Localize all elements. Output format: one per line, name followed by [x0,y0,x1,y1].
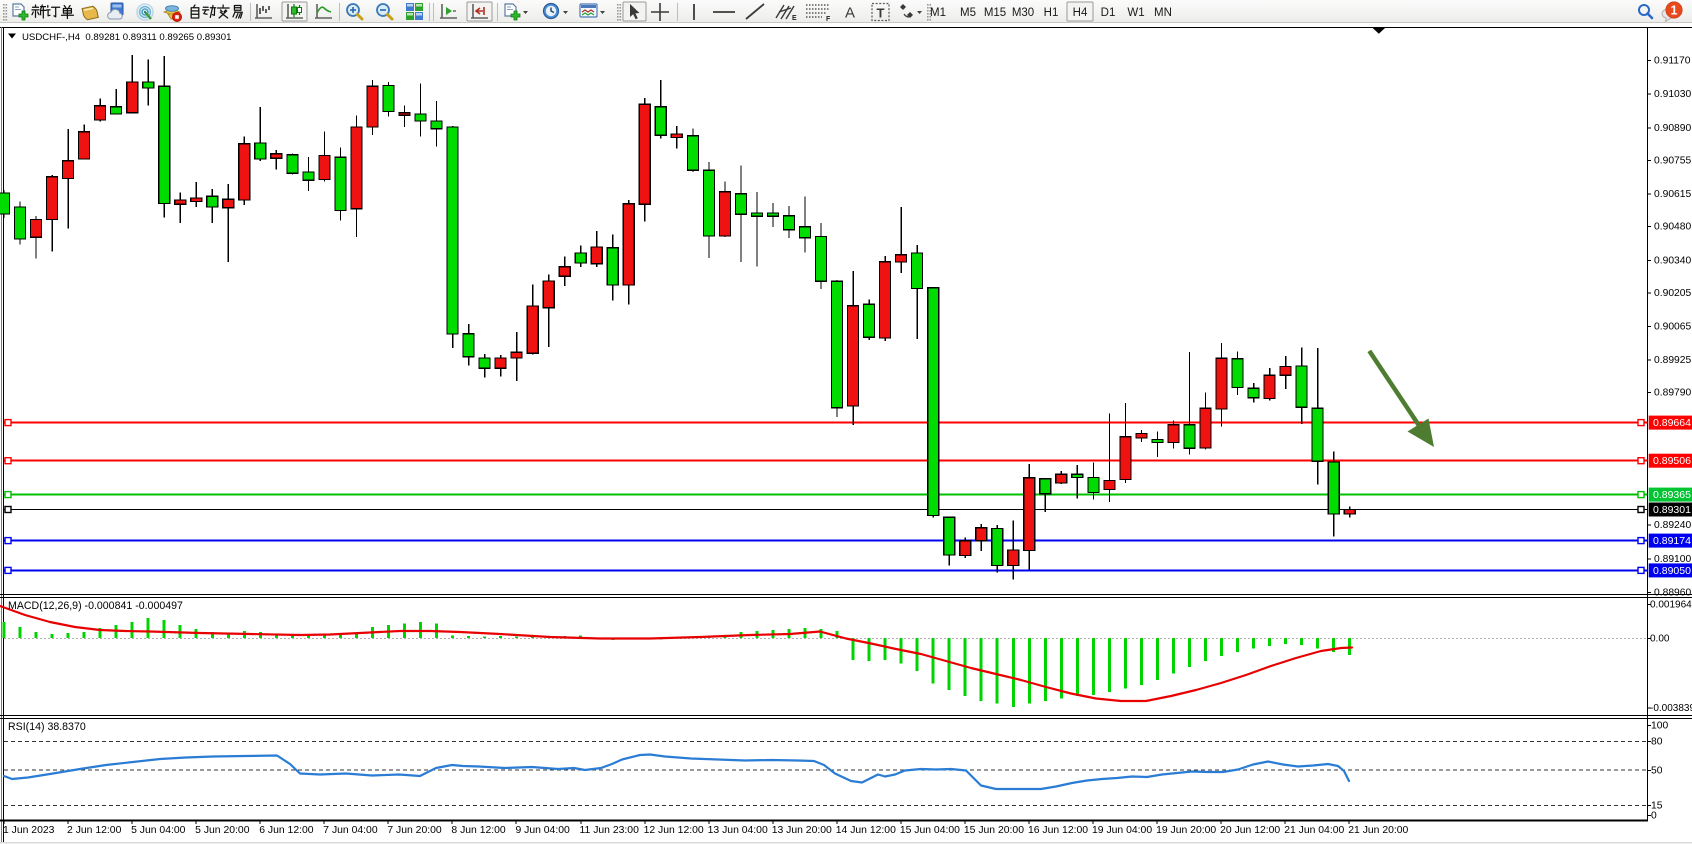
svg-text:14 Jun 12:00: 14 Jun 12:00 [836,825,896,836]
svg-text:0.89301: 0.89301 [1653,504,1691,516]
svg-text:16 Jun 12:00: 16 Jun 12:00 [1028,825,1088,836]
svg-text:F: F [826,16,831,23]
svg-text:A: A [845,5,855,22]
svg-text:-0.003839: -0.003839 [1650,703,1692,714]
svg-text:0.89506: 0.89506 [1653,455,1691,467]
svg-text:20 Jun 12:00: 20 Jun 12:00 [1220,825,1280,836]
svg-text:0.90755: 0.90755 [1654,155,1691,166]
svg-text:5 Jun 04:00: 5 Jun 04:00 [131,825,186,836]
svg-text:19 Jun 04:00: 19 Jun 04:00 [1092,825,1152,836]
svg-text:0.90065: 0.90065 [1654,322,1691,333]
svg-text:0: 0 [1651,810,1657,821]
svg-text:2 Jun 12:00: 2 Jun 12:00 [67,825,122,836]
svg-text:21 Jun 04:00: 21 Jun 04:00 [1284,825,1344,836]
svg-text:7 Jun 20:00: 7 Jun 20:00 [387,825,442,836]
svg-text:0.89664: 0.89664 [1653,417,1691,429]
svg-text:0.91170: 0.91170 [1654,56,1691,67]
svg-text:0.89240: 0.89240 [1654,520,1691,531]
svg-text:0.89925: 0.89925 [1654,355,1691,366]
svg-text:15 Jun 20:00: 15 Jun 20:00 [964,825,1024,836]
svg-text:15: 15 [1651,801,1663,812]
svg-text:0.89790: 0.89790 [1654,388,1691,399]
svg-text:6 Jun 12:00: 6 Jun 12:00 [259,825,314,836]
svg-text:0.90205: 0.90205 [1654,288,1691,299]
svg-text:M15: M15 [984,7,1006,19]
svg-text:0.89050: 0.89050 [1653,565,1691,577]
svg-text:D1: D1 [1101,7,1116,19]
svg-text:100: 100 [1651,721,1668,732]
svg-text:0.89174: 0.89174 [1653,535,1691,547]
svg-text:MACD(12,26,9) -0.000841 -0.000: MACD(12,26,9) -0.000841 -0.000497 [8,600,183,612]
svg-text:0.00: 0.00 [1650,634,1670,645]
svg-text:5 Jun 20:00: 5 Jun 20:00 [195,825,250,836]
svg-text:1: 1 [1671,4,1678,18]
svg-text:M30: M30 [1012,7,1034,19]
svg-text:21 Jun 20:00: 21 Jun 20:00 [1348,825,1408,836]
svg-text:E: E [792,15,797,22]
svg-text:M1: M1 [930,7,946,19]
svg-text:0.90340: 0.90340 [1654,255,1691,266]
svg-text:0.89100: 0.89100 [1654,554,1691,565]
svg-text:RSI(14) 38.8370: RSI(14) 38.8370 [8,721,86,733]
svg-text:H4: H4 [1073,7,1088,19]
svg-text:0.88960: 0.88960 [1654,588,1691,599]
svg-text:W1: W1 [1127,7,1144,19]
svg-text:9 Jun 04:00: 9 Jun 04:00 [515,825,570,836]
svg-text:11 Jun 23:00: 11 Jun 23:00 [580,825,640,836]
svg-text:H1: H1 [1044,7,1059,19]
svg-text:7 Jun 04:00: 7 Jun 04:00 [323,825,378,836]
svg-text:15 Jun 04:00: 15 Jun 04:00 [900,825,960,836]
svg-text:0.90615: 0.90615 [1654,189,1691,200]
svg-text:T: T [877,6,885,21]
svg-text:80: 80 [1651,737,1663,748]
svg-text:50: 50 [1651,766,1663,777]
svg-text:0.001964: 0.001964 [1650,599,1692,610]
svg-text:USDCHF-,H4 0.89281 0.89311 0.: USDCHF-,H4 0.89281 0.89311 0.89265 0.893… [22,32,231,43]
svg-text:0.89365: 0.89365 [1653,489,1691,501]
svg-text:0.91030: 0.91030 [1654,89,1691,100]
svg-text:8 Jun 12:00: 8 Jun 12:00 [451,825,506,836]
svg-text:19 Jun 20:00: 19 Jun 20:00 [1156,825,1216,836]
svg-text:13 Jun 20:00: 13 Jun 20:00 [772,825,832,836]
svg-text:12 Jun 12:00: 12 Jun 12:00 [644,825,704,836]
svg-text:M5: M5 [960,7,976,19]
svg-text:MN: MN [1154,7,1172,19]
svg-text:13 Jun 04:00: 13 Jun 04:00 [708,825,768,836]
svg-text:0.90890: 0.90890 [1654,123,1691,134]
svg-text:1 Jun 2023: 1 Jun 2023 [3,825,55,836]
svg-text:0.90480: 0.90480 [1654,222,1691,233]
